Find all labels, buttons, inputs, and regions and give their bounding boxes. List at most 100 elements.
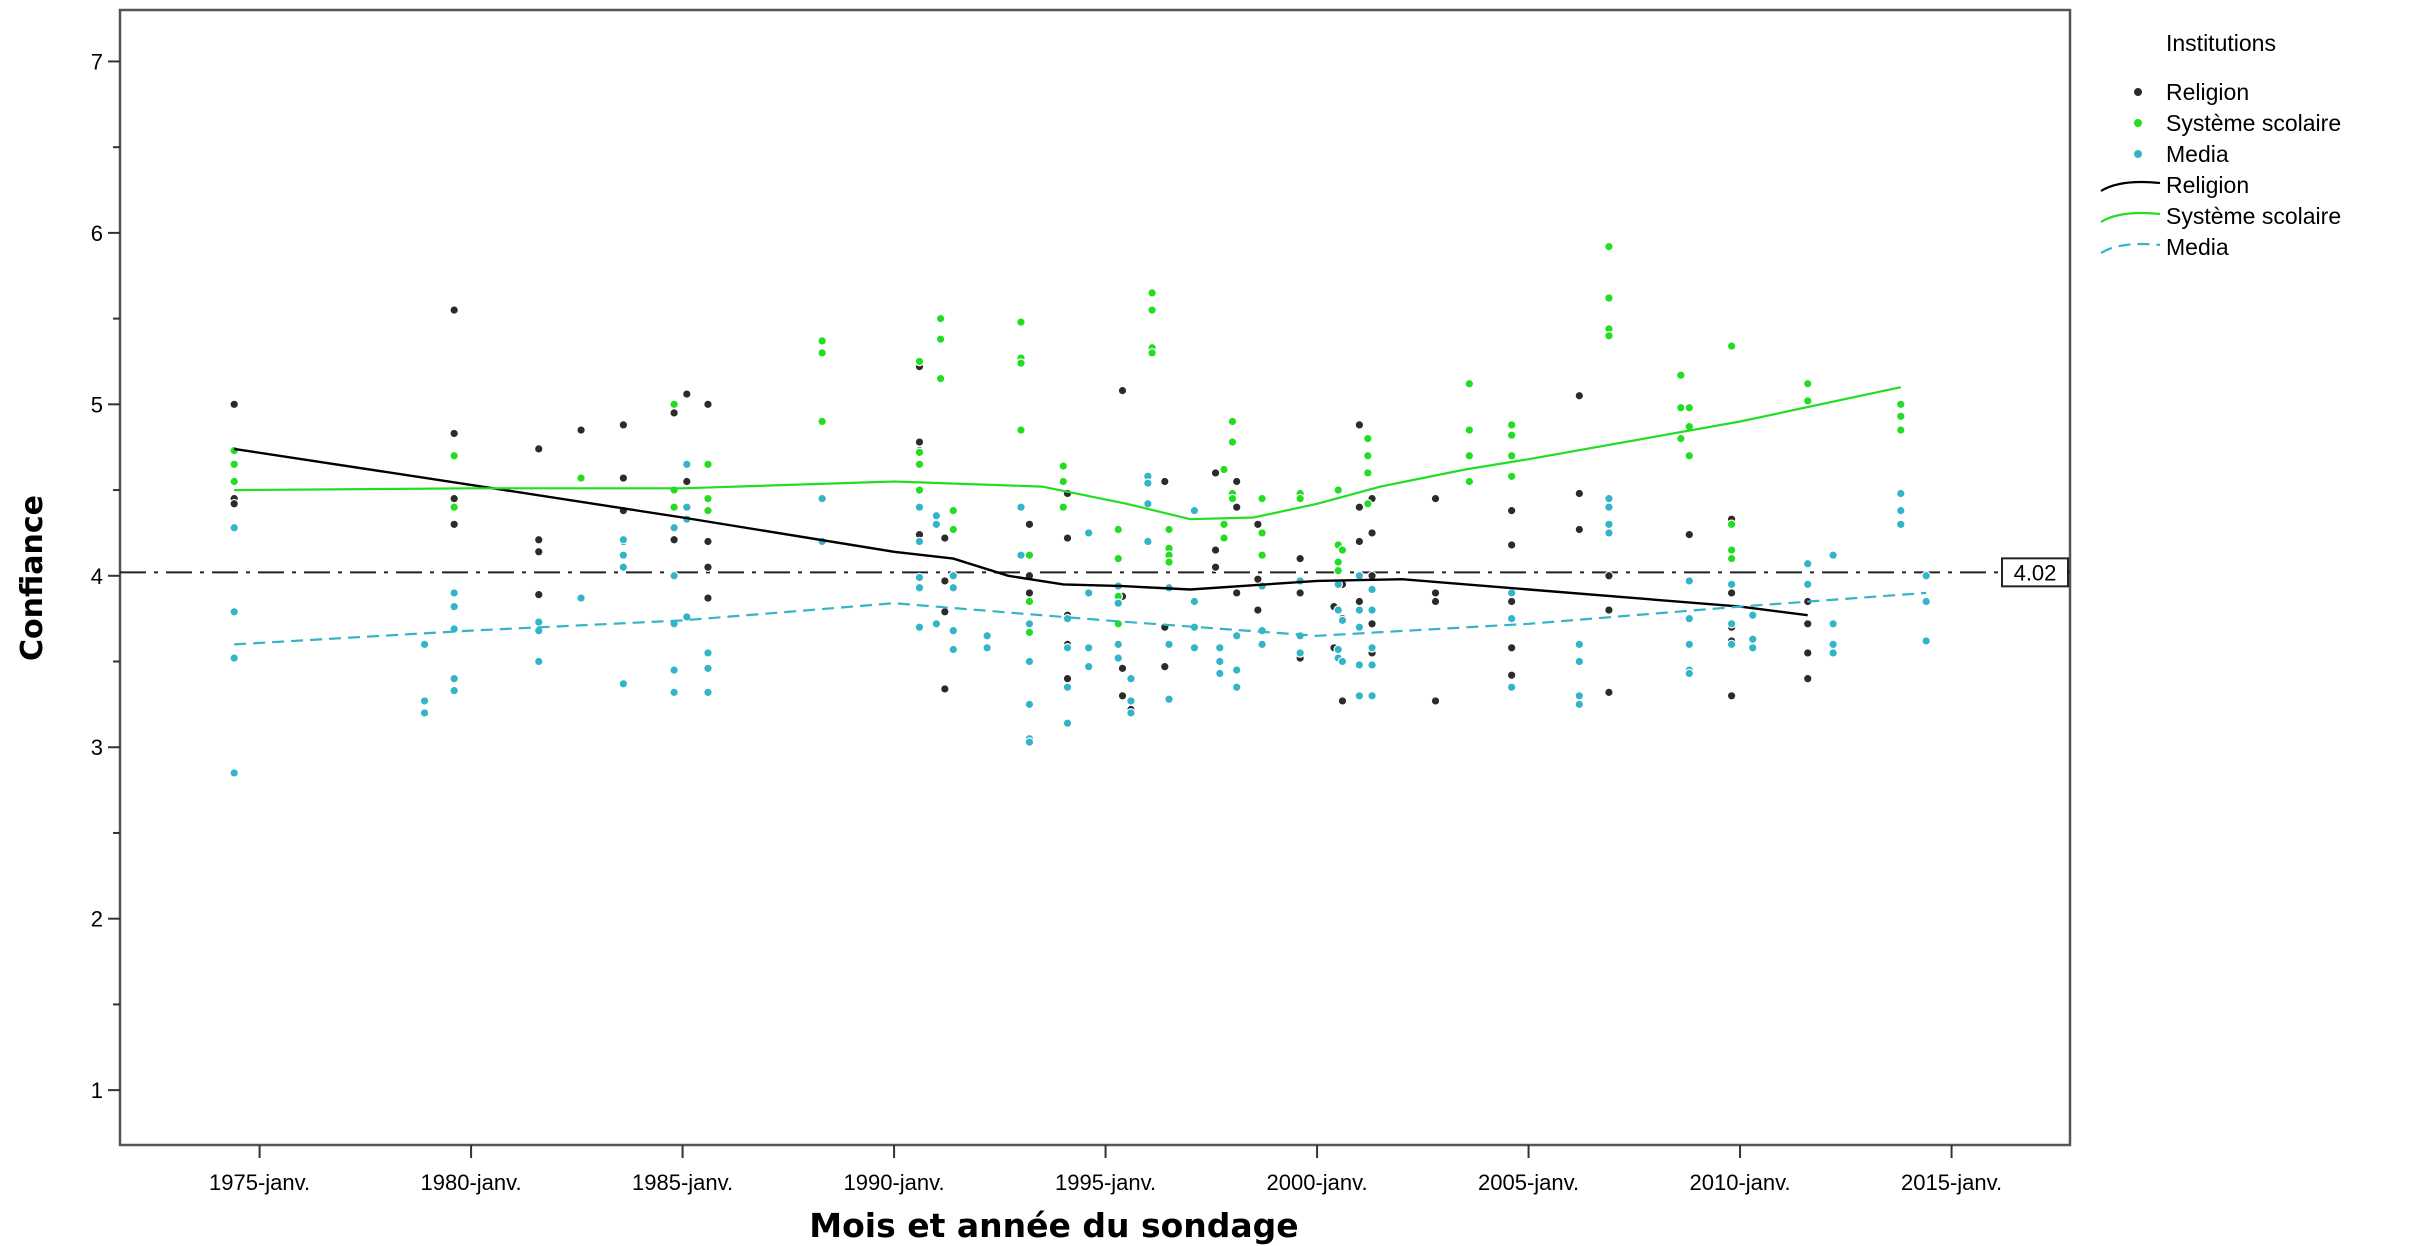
- point-religion: [682, 476, 692, 487]
- point-systeme-scolaire: [1363, 468, 1373, 478]
- point-media: [1333, 644, 1344, 655]
- x-axis: 1975-janv. 1980-janv. 1985-janv. 1990-janv.…: [209, 1145, 2002, 1195]
- point-religion: [1253, 605, 1263, 615]
- point-media: [449, 685, 459, 696]
- point-systeme-scolaire: [935, 313, 946, 324]
- point-media: [1684, 576, 1695, 586]
- point-systeme-scolaire: [703, 459, 713, 470]
- point-religion: [1210, 468, 1221, 478]
- point-religion: [1253, 519, 1263, 530]
- point-media: [1083, 642, 1094, 653]
- point-systeme-scolaire: [948, 524, 959, 535]
- point-religion: [940, 684, 950, 694]
- point-religion: [1430, 588, 1441, 598]
- point-systeme-scolaire: [1147, 348, 1157, 358]
- legend-marker: [2133, 149, 2143, 159]
- point-media: [914, 536, 925, 547]
- point-religion: [1295, 588, 1305, 598]
- legend: Institutions Religion Système scolaire Med…: [2100, 30, 2341, 260]
- point-media: [931, 510, 942, 521]
- point-media: [669, 570, 679, 581]
- x-tick-label: 2010-janv.: [1690, 1170, 1791, 1195]
- point-religion: [669, 408, 679, 418]
- point-systeme-scolaire: [449, 450, 459, 461]
- point-religion: [533, 589, 544, 600]
- point-systeme-scolaire: [1506, 430, 1517, 440]
- point-media: [1747, 642, 1758, 653]
- point-media: [914, 502, 925, 513]
- point-religion: [1337, 696, 1348, 706]
- point-religion: [1367, 528, 1377, 538]
- point-media: [1506, 613, 1517, 624]
- point-media: [576, 593, 586, 603]
- point-media: [669, 522, 679, 533]
- point-religion: [1430, 696, 1441, 706]
- point-media: [982, 642, 992, 653]
- point-media: [682, 502, 692, 513]
- point-media: [618, 562, 629, 573]
- point-religion: [1117, 385, 1128, 396]
- point-media: [948, 570, 959, 581]
- point-media: [1367, 691, 1377, 701]
- point-media: [1354, 622, 1365, 633]
- point-systeme-scolaire: [669, 502, 679, 513]
- point-systeme-scolaire: [1219, 464, 1229, 475]
- point-media: [931, 618, 942, 629]
- point-systeme-scolaire: [817, 336, 827, 346]
- point-systeme-scolaire: [1506, 420, 1517, 430]
- point-media: [1506, 682, 1517, 693]
- point-systeme-scolaire: [1016, 425, 1026, 435]
- point-religion: [533, 444, 544, 454]
- point-systeme-scolaire: [1896, 399, 1906, 410]
- point-media: [1113, 598, 1124, 609]
- point-media: [1726, 639, 1737, 650]
- point-media: [1024, 699, 1035, 710]
- point-media: [1354, 570, 1365, 581]
- point-systeme-scolaire: [1676, 402, 1686, 413]
- point-media: [1257, 581, 1267, 591]
- point-media: [449, 601, 459, 612]
- reference-line: 4.02: [120, 557, 2070, 588]
- point-media: [703, 663, 713, 674]
- point-media: [914, 572, 925, 583]
- point-religion: [1159, 661, 1170, 672]
- point-religion: [1574, 390, 1585, 401]
- point-systeme-scolaire: [1257, 550, 1267, 561]
- point-religion: [1604, 570, 1614, 581]
- legend-marker: [2133, 87, 2143, 97]
- point-media: [1337, 615, 1348, 626]
- point-media: [948, 644, 959, 655]
- point-media: [1143, 536, 1153, 547]
- point-systeme-scolaire: [1604, 293, 1614, 303]
- legend-line: [2100, 211, 2161, 223]
- x-tick-label: 2000-janv.: [1267, 1170, 1368, 1195]
- point-media: [229, 606, 240, 617]
- point-systeme-scolaire: [576, 473, 586, 483]
- point-religion: [449, 428, 459, 439]
- point-media: [1126, 696, 1136, 706]
- point-media: [229, 653, 240, 663]
- point-media: [533, 656, 544, 667]
- point-systeme-scolaire: [1676, 433, 1686, 444]
- point-media: [1189, 596, 1200, 607]
- point-media: [1604, 519, 1614, 530]
- point-religion: [1506, 670, 1517, 681]
- plot-frame-group: [118, 8, 2072, 1147]
- x-axis-title: Mois et année du sondage: [809, 1206, 1298, 1245]
- point-religion: [1062, 673, 1073, 684]
- point-media: [1684, 668, 1695, 679]
- point-religion: [940, 533, 950, 543]
- point-religion: [1802, 673, 1813, 684]
- point-religion: [1231, 588, 1242, 598]
- point-media: [1354, 605, 1365, 615]
- point-media: [682, 612, 692, 622]
- point-media: [1747, 634, 1758, 645]
- point-systeme-scolaire: [935, 373, 946, 384]
- point-religion: [449, 493, 459, 504]
- point-media: [1231, 665, 1242, 675]
- point-systeme-scolaire: [914, 447, 925, 458]
- point-religion: [618, 473, 629, 483]
- point-systeme-scolaire: [1726, 553, 1737, 564]
- y-tick-label: 2: [91, 907, 103, 932]
- point-media: [1113, 653, 1124, 663]
